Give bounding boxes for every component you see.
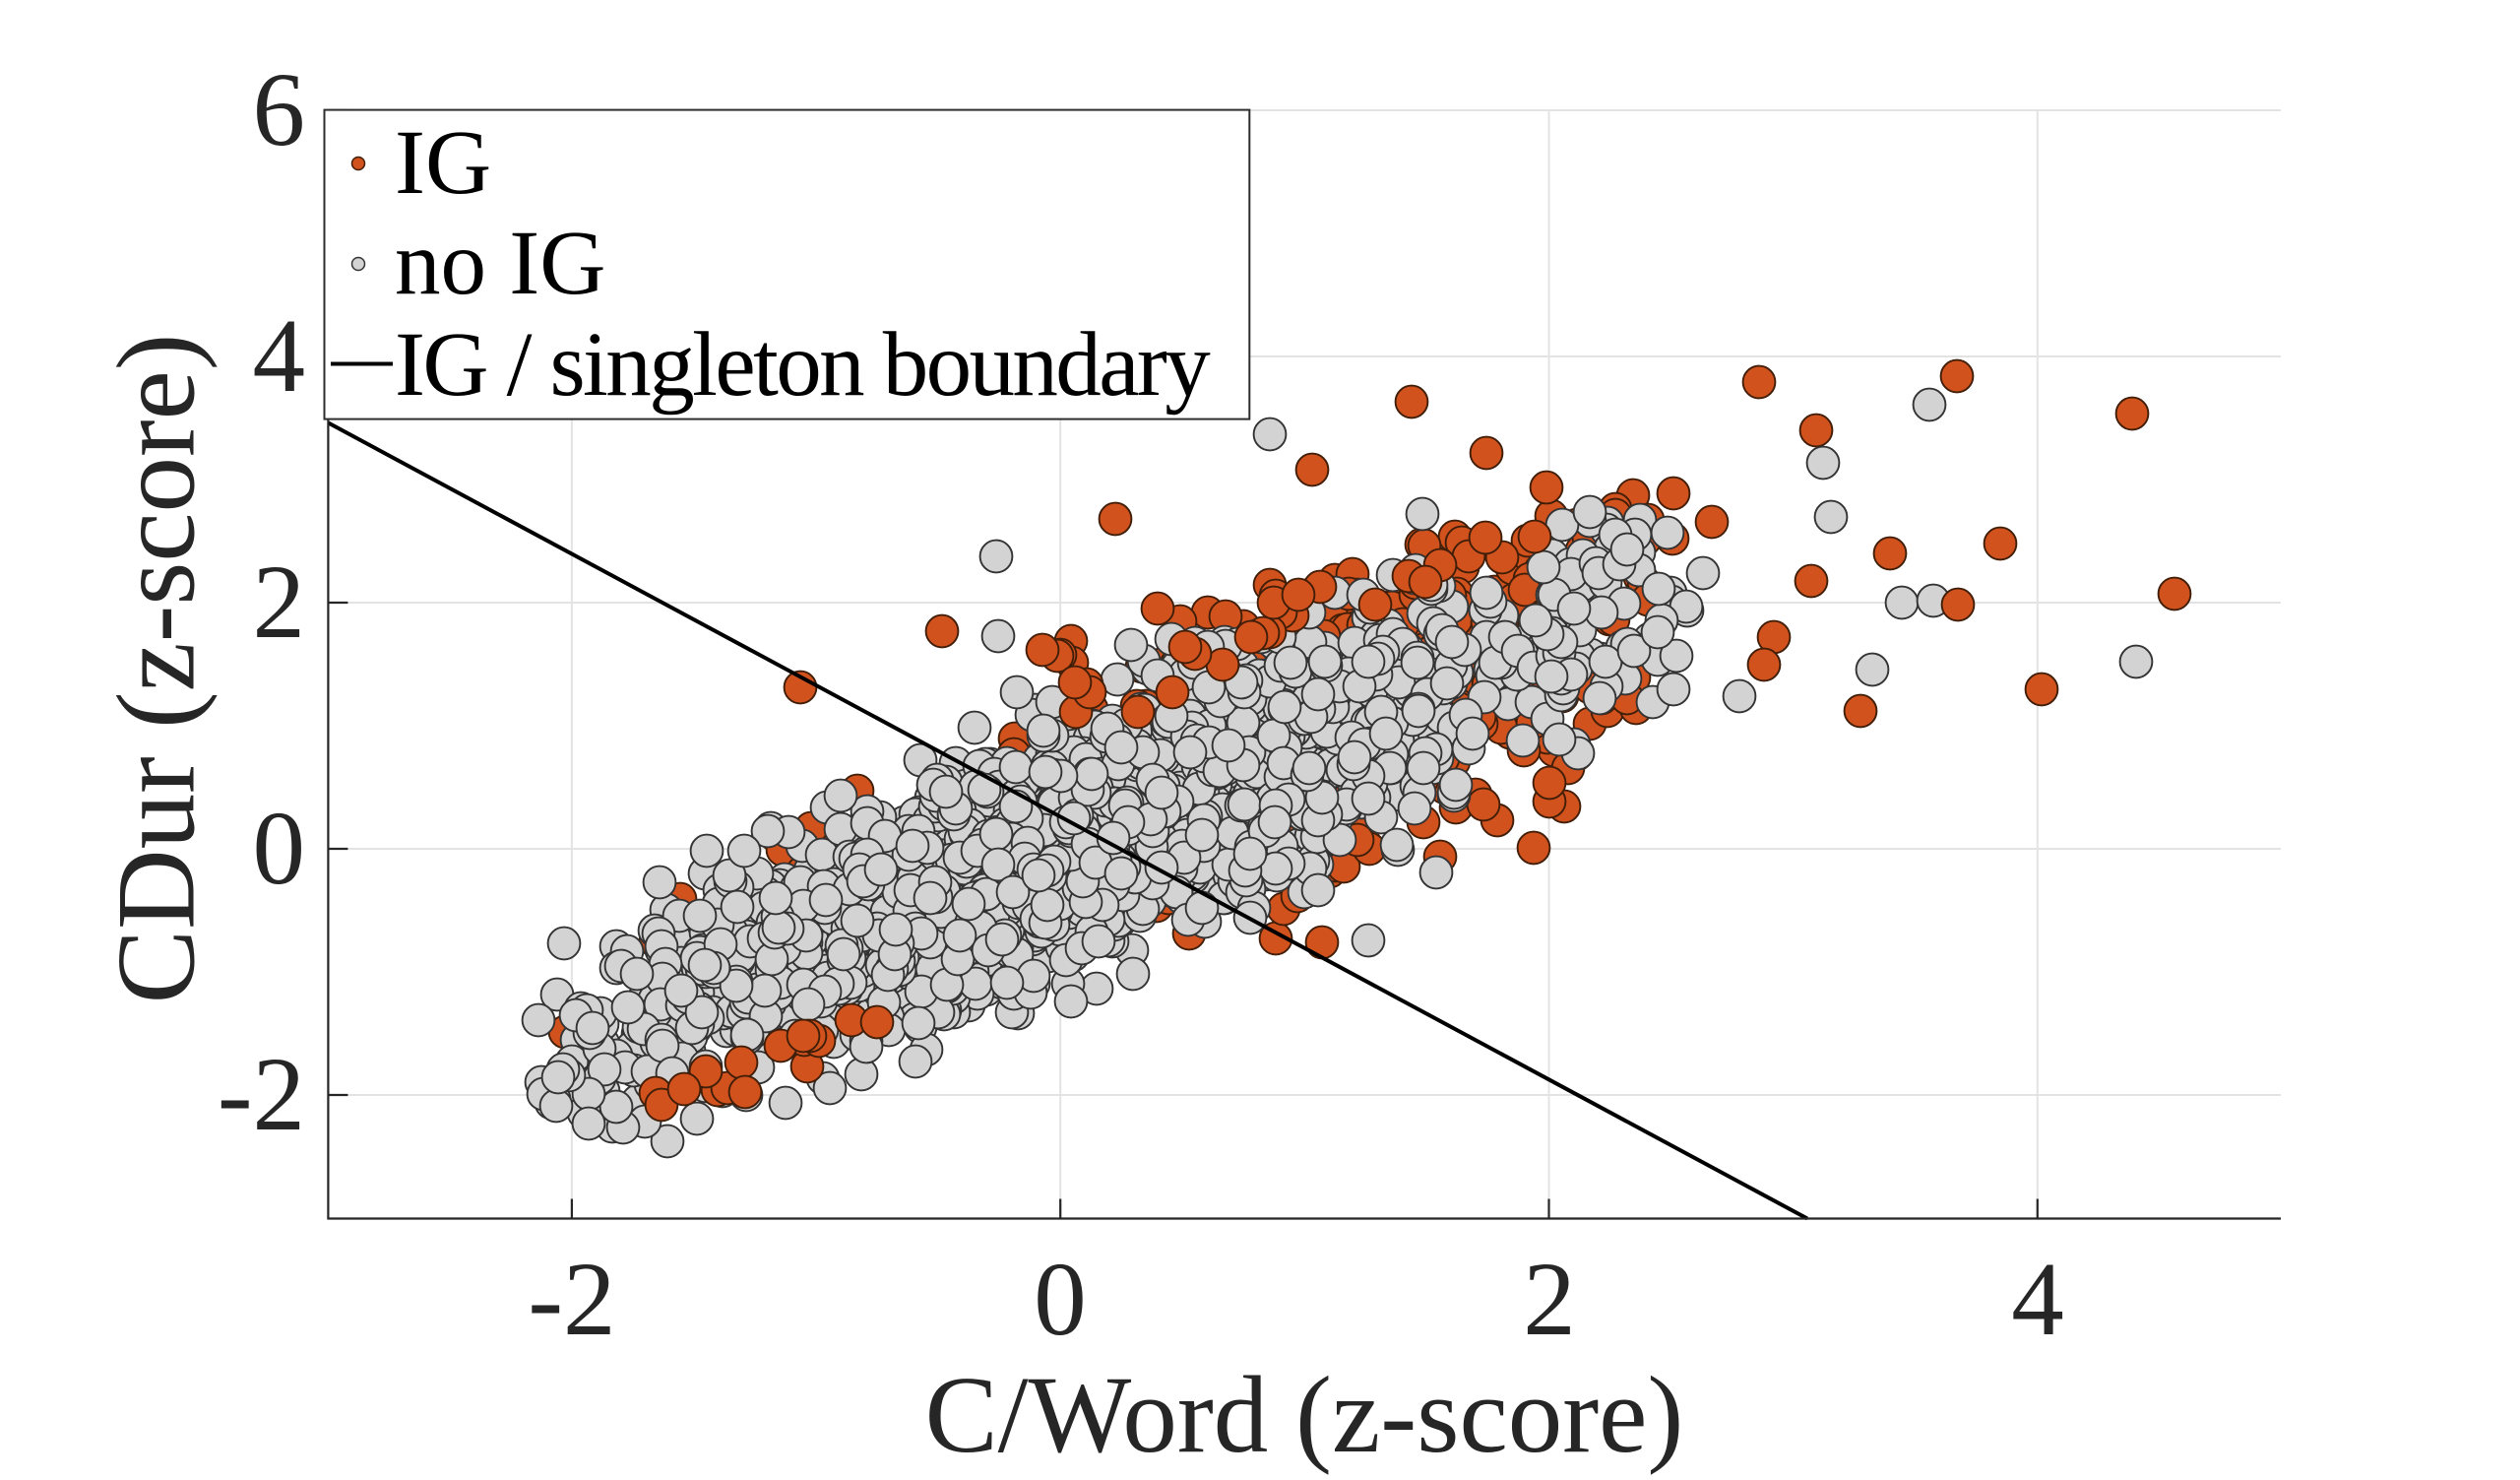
svg-text:IG: IG <box>395 112 491 214</box>
svg-text:2: 2 <box>1523 1242 1576 1358</box>
svg-text:2: 2 <box>253 545 306 661</box>
svg-text:0: 0 <box>1034 1242 1087 1358</box>
svg-text:4: 4 <box>253 298 306 415</box>
svg-text:-2: -2 <box>218 1037 305 1153</box>
svg-text:C/Word (z-score): C/Word (z-score) <box>925 1355 1684 1475</box>
svg-text:no IG: no IG <box>395 213 605 314</box>
svg-text:6: 6 <box>253 52 306 168</box>
svg-text:-2: -2 <box>528 1242 615 1358</box>
svg-text:CDur (z-score): CDur (z-score) <box>95 334 219 1004</box>
svg-text:4: 4 <box>2011 1242 2064 1358</box>
svg-text:0: 0 <box>253 791 306 907</box>
svg-text:IG / singleton boundary: IG / singleton boundary <box>395 314 1211 416</box>
